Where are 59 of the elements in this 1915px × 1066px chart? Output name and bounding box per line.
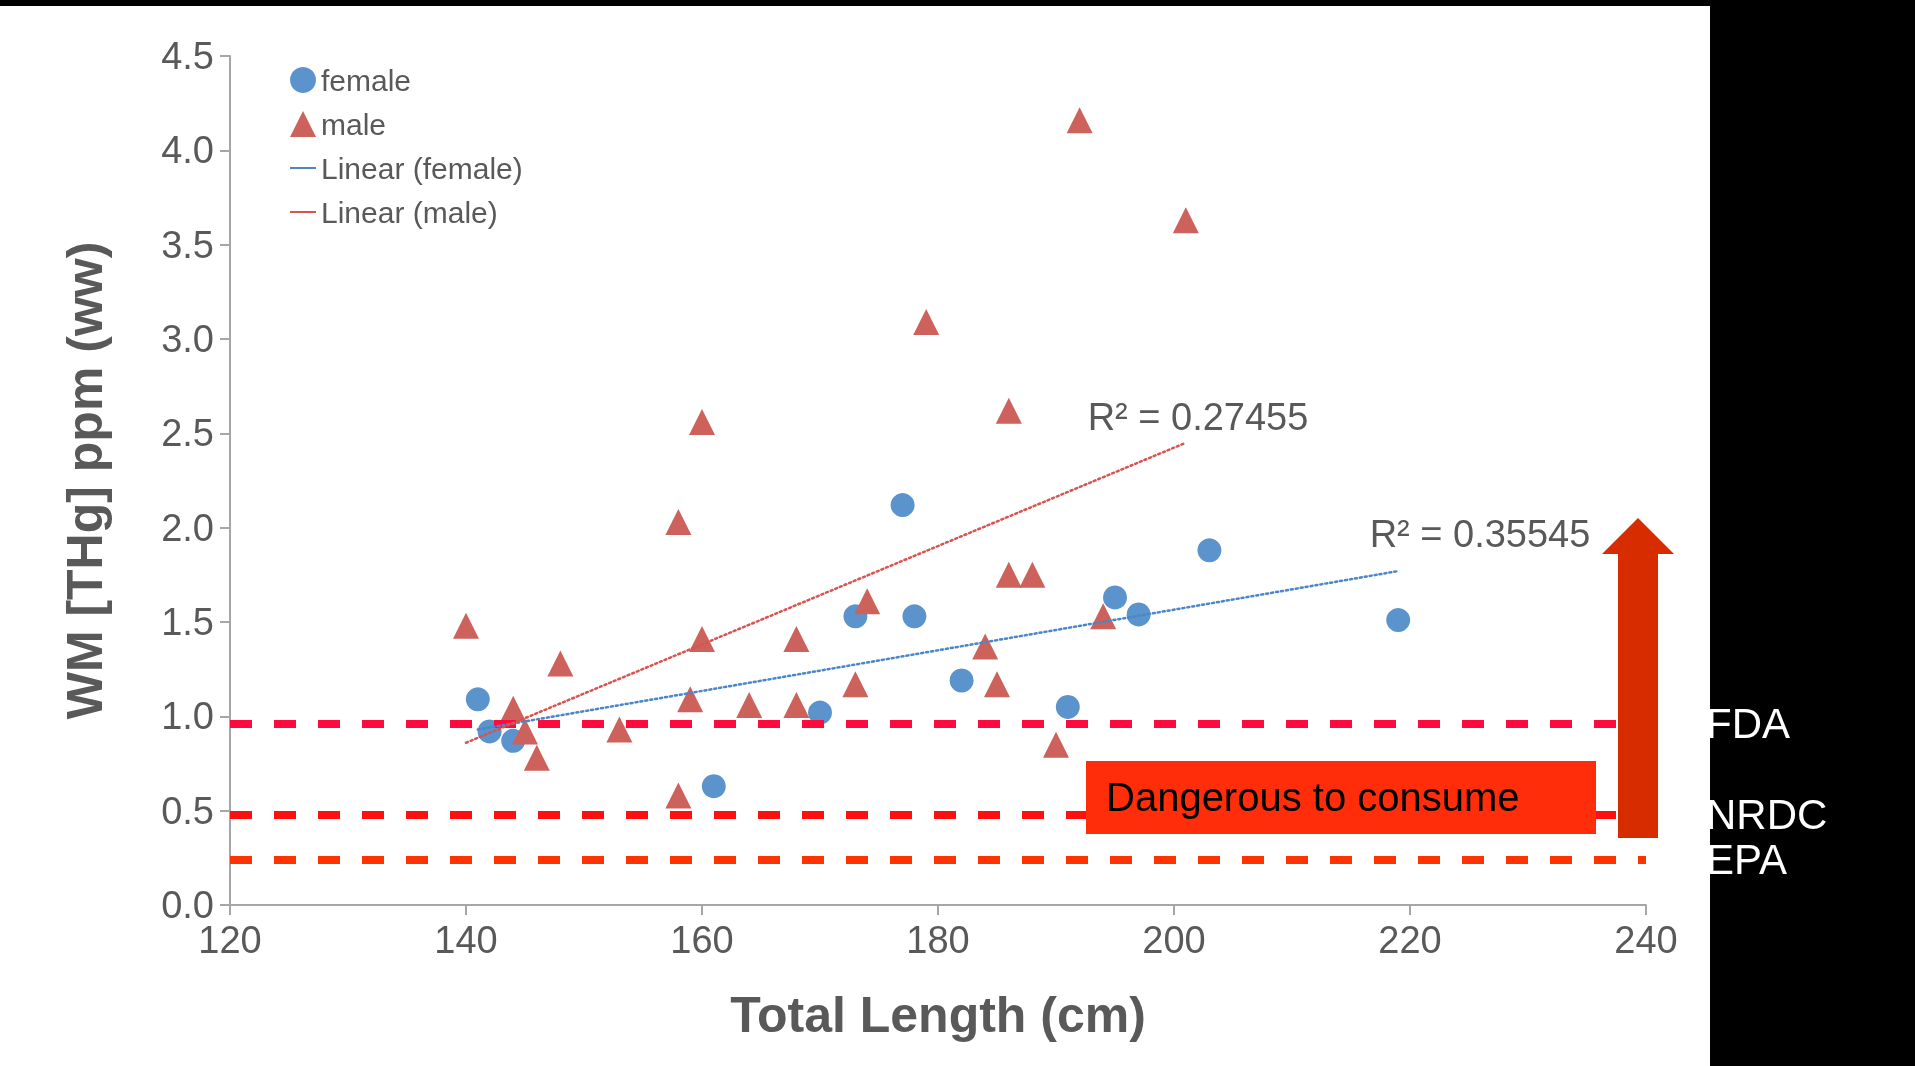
y-tick-label: 4.5: [161, 35, 214, 77]
y-tick-label: 3.5: [161, 223, 214, 266]
point: [913, 309, 940, 336]
point: [1386, 608, 1411, 633]
x-axis-title: Total Length (cm): [730, 987, 1146, 1043]
point: [665, 782, 692, 809]
point: [995, 561, 1022, 588]
ref-line-label: FDA: [1706, 700, 1790, 748]
point: [972, 633, 999, 660]
x-tick-label: 180: [906, 919, 970, 961]
legend-label: Linear (female): [321, 151, 523, 185]
point: [902, 604, 927, 629]
point: [523, 744, 550, 771]
point: [677, 686, 704, 713]
ref-line-label: EPA: [1706, 836, 1787, 884]
legend-label: male: [321, 107, 387, 141]
point: [547, 650, 574, 677]
point: [949, 668, 974, 693]
point: [783, 625, 810, 652]
point: [1055, 694, 1080, 719]
y-tick-label: 4.0: [161, 129, 214, 172]
point: [1066, 107, 1093, 134]
legend-label: female: [321, 63, 412, 97]
point: [689, 409, 715, 436]
point: [995, 397, 1022, 424]
y-tick-label: 1.0: [161, 695, 214, 738]
y-tick-label: 0.5: [161, 789, 214, 832]
point: [984, 671, 1010, 698]
point: [701, 774, 726, 799]
point: [1019, 561, 1046, 588]
y-tick-label: 2.0: [161, 506, 214, 549]
point: [736, 692, 763, 719]
x-tick-label: 140: [434, 919, 498, 961]
point: [1197, 538, 1222, 563]
annotation: R² = 0.35545: [1369, 513, 1591, 555]
point: [1172, 207, 1199, 234]
point: [1043, 731, 1069, 758]
y-axis-title: WM [THg] ppm (ww): [57, 241, 113, 720]
point: [842, 671, 869, 698]
x-tick-label: 240: [1614, 919, 1678, 961]
ref-line-label: NRDC: [1706, 790, 1828, 838]
annotation: R² = 0.27455: [1087, 396, 1309, 438]
point: [606, 716, 633, 743]
point: [453, 612, 479, 639]
point: [890, 493, 915, 518]
y-tick-label: 1.5: [161, 601, 214, 643]
y-tick-label: 2.5: [161, 412, 214, 455]
legend-label: Linear (male): [321, 195, 498, 229]
y-tick-label: 3.0: [161, 318, 214, 360]
annotation: Dangerous to consume: [1086, 761, 1596, 834]
x-tick-label: 160: [670, 919, 734, 961]
x-tick-label: 220: [1378, 919, 1442, 961]
point: [512, 718, 538, 745]
x-tick-label: 200: [1142, 919, 1206, 961]
point: [1103, 585, 1127, 610]
point: [854, 588, 881, 615]
point: [783, 692, 810, 719]
point: [465, 687, 490, 712]
point: [665, 509, 692, 536]
